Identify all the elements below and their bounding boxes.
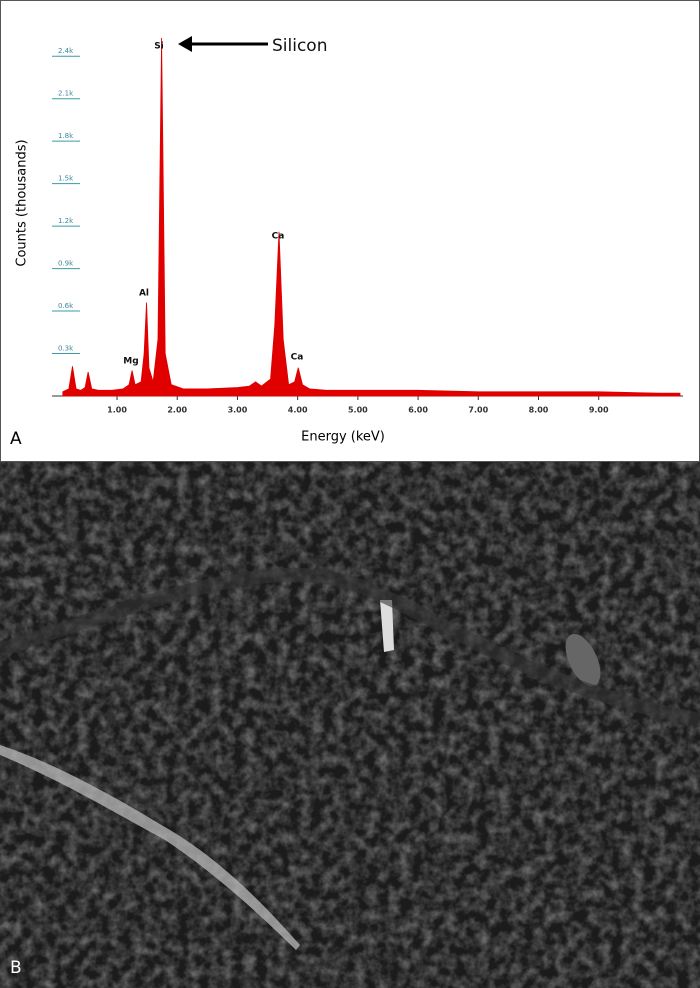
x-axis-label: Energy (keV)	[301, 430, 385, 445]
annotation: Al	[139, 289, 149, 299]
y-tick-label: 0.3k	[58, 345, 74, 353]
arrow-head	[178, 36, 192, 52]
particle	[380, 600, 394, 652]
x-tick-label: 7.00	[468, 406, 488, 415]
particle	[565, 633, 601, 687]
x-tick-label: 5.00	[348, 406, 368, 415]
annotation: Ca	[272, 232, 285, 242]
y-tick-label: 0.9k	[58, 260, 74, 268]
x-tick-label: 9.00	[589, 406, 609, 415]
x-tick-label: 4.00	[288, 406, 308, 415]
bright-streak	[0, 745, 300, 950]
x-tick-label: 3.00	[228, 406, 248, 415]
x-tick-label: 1.00	[107, 406, 127, 415]
y-tick-label: 1.8k	[58, 132, 74, 140]
panel-a-frame	[0, 0, 700, 462]
annotation: Ca	[291, 353, 304, 363]
sem-texture	[0, 462, 700, 988]
sem-image	[0, 462, 700, 988]
y-axis-label: Counts (thousands)	[15, 139, 30, 266]
y-tick-label: 1.2k	[58, 217, 74, 225]
y-tick-label: 0.6k	[58, 302, 74, 310]
y-tick-label: 1.5k	[58, 175, 74, 183]
annotation: Mg	[123, 357, 138, 367]
annotation: Si	[154, 42, 164, 52]
y-tick-label: 2.1k	[58, 90, 74, 98]
spectrum-area	[62, 37, 681, 397]
x-tick-label: 8.00	[529, 406, 549, 415]
tissue-fold	[0, 567, 700, 727]
panel-label: B	[10, 958, 22, 978]
annotation: Silicon	[272, 36, 327, 56]
x-tick-label: 2.00	[167, 406, 187, 415]
x-tick-label: 6.00	[408, 406, 428, 415]
y-tick-label: 2.4k	[58, 47, 74, 55]
panel-label: A	[10, 429, 22, 449]
